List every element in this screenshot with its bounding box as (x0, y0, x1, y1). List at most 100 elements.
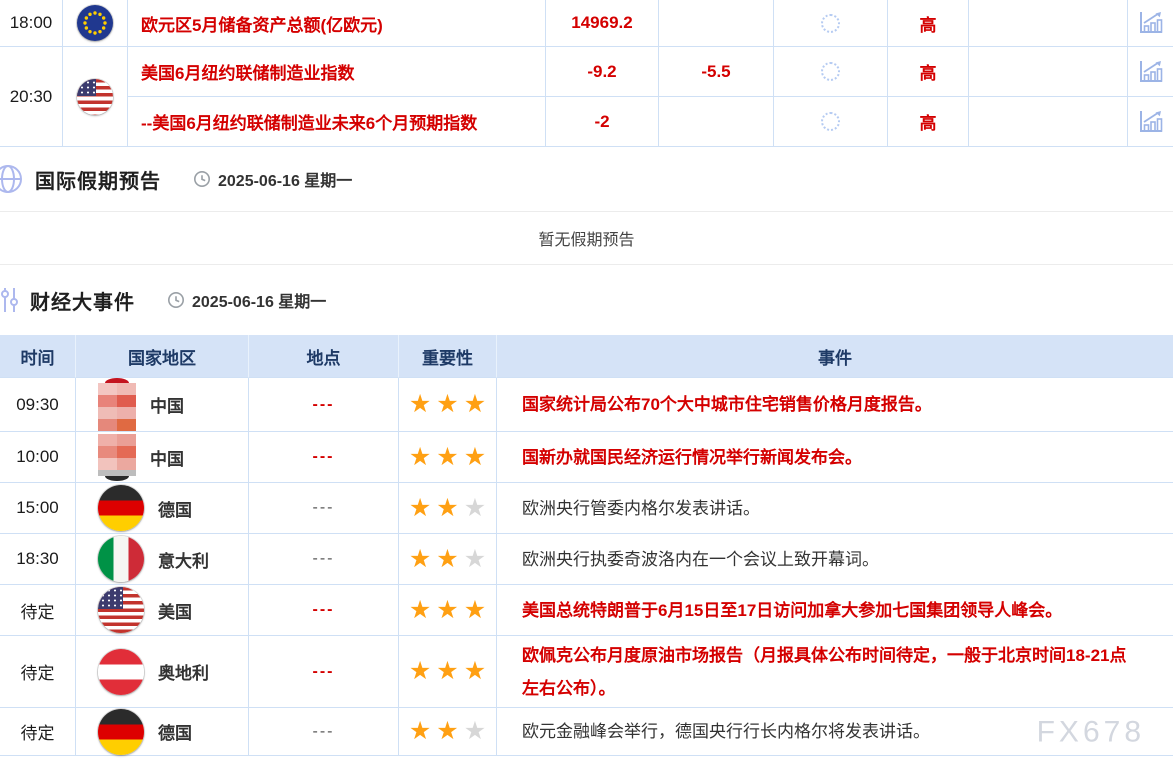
loading-spinner-icon (821, 62, 840, 81)
event-time: 10:00 (16, 447, 59, 466)
event-location-cell: --- (249, 534, 399, 585)
chart-link-cell[interactable] (1128, 47, 1173, 97)
globe-icon (0, 165, 22, 193)
location-value: --- (312, 448, 335, 465)
event-location-cell: --- (249, 636, 399, 708)
importance-stars (409, 445, 486, 470)
event-description: 美国总统特朗普于6月15日至17日访问加拿大参加七国集团领导人峰会。 (522, 600, 1063, 620)
star-icon (436, 445, 458, 470)
event-importance-cell (399, 432, 497, 483)
trend-chart-icon[interactable] (1138, 110, 1164, 134)
fx678-watermark: FX678 (1036, 715, 1145, 748)
chart-link-cell[interactable] (1128, 0, 1173, 47)
event-importance-cell (399, 636, 497, 708)
importance-cell: 高 (888, 47, 969, 97)
china-flag-censored-icon (98, 433, 136, 481)
event-time-cell: 15:00 (0, 483, 76, 534)
previous-value-cell: -9.2 (546, 47, 659, 97)
country-name: 中国 (150, 449, 184, 469)
trend-chart-icon[interactable] (1138, 60, 1164, 84)
event-time-cell: 待定 (0, 636, 76, 708)
star-icon (436, 659, 458, 684)
sliders-icon (1, 288, 18, 312)
time-label: 20:30 (9, 86, 53, 106)
trend-chart-icon[interactable] (1138, 11, 1164, 35)
data-row-time: 18:00 (0, 0, 63, 47)
event-time: 待定 (20, 664, 55, 683)
section-date: 2025-06-16 星期一 (167, 288, 326, 312)
importance-label: 高 (919, 114, 937, 133)
event-location-cell: --- (249, 483, 399, 534)
bull-bear-cell (969, 0, 1128, 47)
event-time: 15:00 (16, 498, 59, 517)
country-name: 中国 (150, 397, 184, 416)
previous-value: 14969.2 (571, 13, 633, 32)
star-icon (464, 659, 486, 684)
event-description: 欧洲央行管委内格尔发表讲话。 (522, 498, 760, 518)
country-name: 德国 (158, 500, 192, 520)
austria-flag-icon (98, 648, 144, 695)
italy-flag-icon (98, 536, 144, 582)
chart-link-cell[interactable] (1128, 97, 1173, 147)
event-description-cell: 欧洲央行管委内格尔发表讲话。 (497, 483, 1173, 534)
location-value: --- (312, 499, 335, 516)
importance-stars (409, 719, 486, 744)
event-importance-cell (399, 483, 497, 534)
section-title: 财经大事件 (30, 291, 135, 314)
germany-flag-icon (98, 708, 144, 755)
event-location-cell: --- (249, 378, 399, 432)
date-label: 2025-06-16 星期一 (192, 294, 327, 311)
holiday-empty-message: 暂无假期预告 (0, 212, 1173, 265)
previous-value-cell: 14969.2 (546, 0, 659, 47)
indicator-cell: --美国6月纽约联储制造业未来6个月预期指数 (128, 97, 546, 147)
event-description: 国新办就国民经济运行情况举行新闻发布会。 (522, 447, 862, 467)
column-header-country: 国家地区 (76, 335, 249, 378)
column-header-event: 事件 (497, 335, 1173, 378)
country-name: 意大利 (158, 551, 209, 571)
china-flag-censored-icon (98, 378, 136, 431)
event-country-cell: 德国 (76, 708, 249, 756)
loading-spinner-icon (821, 112, 840, 131)
previous-value: -9.2 (587, 61, 617, 81)
star-icon (464, 719, 486, 744)
event-country-cell: 中国 (76, 432, 249, 483)
star-icon (464, 445, 486, 470)
eu-stars-icon (83, 11, 107, 35)
event-country-cell: 德国 (76, 483, 249, 534)
holiday-section-header: 国际假期预告 2025-06-16 星期一 (0, 147, 1173, 212)
event-time-cell: 待定 (0, 585, 76, 636)
event-description-cell: 美国总统特朗普于6月15日至17日访问加拿大参加七国集团领导人峰会。 (497, 585, 1173, 636)
star-icon (436, 496, 458, 521)
previous-value-cell: -2 (546, 97, 659, 147)
star-icon (464, 547, 486, 572)
importance-cell: 高 (888, 0, 969, 47)
location-value: --- (312, 550, 335, 567)
event-description: 国家统计局公布70个大中城市住宅销售价格月度报告。 (522, 395, 932, 414)
event-description: 欧佩克公布月度原油市场报告（月报具体公布时间待定，一般于北京时间18-21点左右… (522, 645, 1127, 698)
event-importance-cell (399, 708, 497, 756)
indicator-name: 美国6月纽约联储制造业指数 (141, 64, 355, 83)
importance-stars (409, 547, 486, 572)
location-value: --- (312, 395, 335, 413)
event-description-cell: 欧洲央行执委奇波洛内在一个会议上致开幕词。 (497, 534, 1173, 585)
events-section-header: 财经大事件 2025-06-16 星期一 (0, 265, 1173, 335)
importance-label: 高 (919, 64, 937, 83)
event-importance-cell (399, 534, 497, 585)
star-icon (409, 392, 431, 417)
published-value-cell (774, 97, 888, 147)
star-icon (464, 598, 486, 623)
event-time: 18:30 (16, 549, 59, 568)
published-value-cell (774, 0, 888, 47)
section-date: 2025-06-16 星期一 (193, 167, 352, 191)
star-icon (409, 598, 431, 623)
event-description-cell: 国家统计局公布70个大中城市住宅销售价格月度报告。 (497, 378, 1173, 432)
country-name: 奥地利 (158, 664, 209, 683)
location-value: --- (312, 601, 335, 618)
event-time: 待定 (20, 602, 55, 622)
star-icon (409, 719, 431, 744)
event-country-cell: 奥地利 (76, 636, 249, 708)
event-time-cell: 待定 (0, 708, 76, 756)
event-description: 欧元金融峰会举行，德国央行行长内格尔将发表讲话。 (522, 722, 930, 741)
event-time: 09:30 (16, 394, 59, 414)
importance-cell: 高 (888, 97, 969, 147)
